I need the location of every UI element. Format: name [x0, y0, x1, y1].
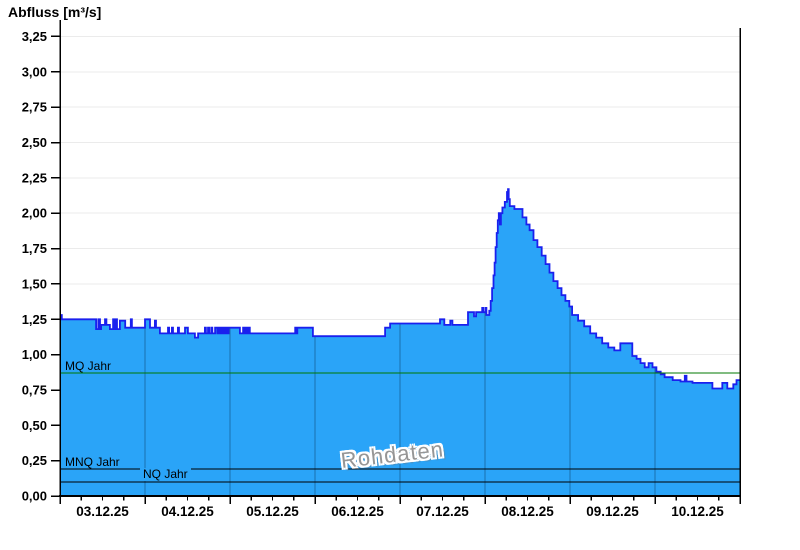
- mnq-reference-label: MNQ Jahr: [65, 455, 120, 469]
- svg-text:1,75: 1,75: [22, 241, 47, 256]
- svg-text:03.12.25: 03.12.25: [76, 504, 129, 519]
- svg-text:10.12.25: 10.12.25: [671, 504, 724, 519]
- svg-text:3,00: 3,00: [22, 64, 47, 79]
- svg-text:1,25: 1,25: [22, 312, 47, 327]
- svg-text:08.12.25: 08.12.25: [501, 504, 554, 519]
- svg-text:0,50: 0,50: [22, 418, 47, 433]
- chart-title: Abfluss [m³/s]: [8, 4, 102, 20]
- svg-text:04.12.25: 04.12.25: [161, 504, 214, 519]
- mq-reference-label: MQ Jahr: [65, 359, 112, 373]
- svg-text:0,75: 0,75: [22, 383, 47, 398]
- svg-text:1,00: 1,00: [22, 347, 47, 362]
- nq-reference-label: NQ Jahr: [140, 468, 191, 481]
- svg-text:3,25: 3,25: [22, 29, 47, 44]
- svg-text:0,25: 0,25: [22, 453, 47, 468]
- svg-text:1,50: 1,50: [22, 276, 47, 291]
- svg-text:2,75: 2,75: [22, 100, 47, 115]
- svg-text:05.12.25: 05.12.25: [246, 504, 299, 519]
- svg-text:2,50: 2,50: [22, 135, 47, 150]
- svg-text:09.12.25: 09.12.25: [586, 504, 639, 519]
- svg-text:06.12.25: 06.12.25: [331, 504, 384, 519]
- svg-text:2,00: 2,00: [22, 206, 47, 221]
- svg-text:0,00: 0,00: [22, 489, 47, 504]
- svg-text:07.12.25: 07.12.25: [416, 504, 469, 519]
- svg-text:2,25: 2,25: [22, 170, 47, 185]
